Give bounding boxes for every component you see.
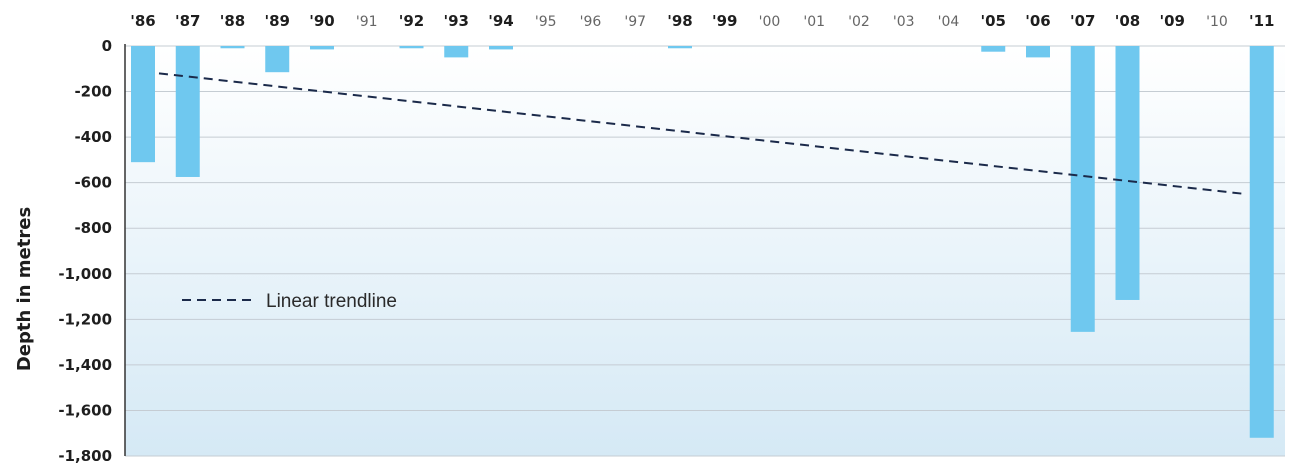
bar	[1026, 46, 1050, 58]
y-tick-labels: 0 -200 -400 -600 -800 -1,000 -1,200 -1,400 -1,60…	[58, 37, 112, 464]
y-tick-label: -1,400	[58, 356, 112, 374]
bar	[131, 46, 155, 163]
x-tick-label: '10	[1206, 14, 1228, 30]
x-tick-label: '99	[712, 12, 737, 30]
x-tick-label: '05	[981, 12, 1006, 30]
bars	[131, 46, 1274, 438]
gridlines	[125, 45, 1285, 457]
x-tick-label: '94	[488, 12, 513, 30]
bar	[981, 46, 1006, 52]
y-tick-label: -800	[74, 219, 112, 237]
bar	[444, 46, 469, 58]
plot-background	[125, 46, 1285, 456]
bar	[175, 46, 200, 177]
y-tick-label: -1,600	[58, 401, 112, 419]
x-tick-label: '01	[803, 14, 825, 30]
x-tick-label: '89	[265, 12, 290, 30]
x-tick-label: '06	[1025, 12, 1050, 30]
x-tick-label: '86	[130, 12, 155, 30]
bar	[399, 46, 424, 49]
y-tick-label: -1,800	[58, 447, 112, 464]
bar	[489, 46, 513, 50]
x-tick-label: '91	[356, 14, 378, 30]
x-tick-label: '11	[1249, 12, 1274, 30]
legend: Linear trendline	[182, 291, 397, 312]
y-tick-label: -400	[74, 128, 112, 146]
x-tick-label: '98	[667, 12, 692, 30]
x-tick-label: '00	[759, 14, 781, 30]
y-tick-label: -1,200	[58, 310, 112, 328]
y-tick-label: -600	[74, 174, 112, 192]
x-tick-label: '97	[624, 14, 646, 30]
x-tick-label: '92	[399, 12, 424, 30]
bar	[1070, 46, 1095, 332]
x-tick-label: '96	[580, 14, 602, 30]
bar	[310, 46, 334, 50]
bar	[1249, 46, 1274, 438]
y-axis-label: Depth in metres	[14, 207, 35, 371]
bar	[265, 46, 290, 73]
x-tick-label: '93	[444, 12, 469, 30]
linear-trendline	[158, 72, 1246, 196]
x-tick-label: '87	[175, 12, 200, 30]
x-tick-label: '88	[220, 12, 245, 30]
bar	[220, 46, 245, 49]
legend-label: Linear trendline	[266, 291, 397, 312]
x-tick-label: '95	[535, 14, 557, 30]
y-tick-label: 0	[102, 37, 112, 55]
x-tick-label: '07	[1070, 12, 1095, 30]
x-tick-label: '02	[848, 14, 870, 30]
x-tick-label: '03	[893, 14, 915, 30]
x-tick-label: '08	[1115, 12, 1140, 30]
bar	[1115, 46, 1140, 300]
x-tick-label: '09	[1160, 12, 1185, 30]
y-tick-label: -1,000	[58, 265, 112, 283]
x-tick-label: '04	[938, 14, 960, 30]
x-tick-label: '90	[309, 12, 334, 30]
y-tick-label: -200	[74, 83, 112, 101]
bar	[668, 46, 692, 49]
x-tick-labels: '86 '87 '88 '89 '90 '91 '92 '93 '94 '95 '96 '97 '98 '…	[130, 12, 1274, 30]
